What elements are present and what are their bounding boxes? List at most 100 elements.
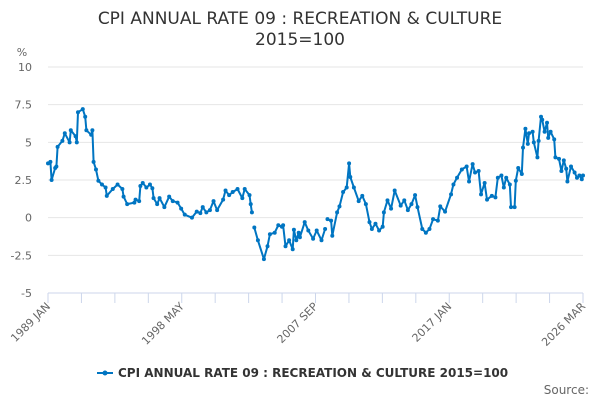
data-point (409, 202, 414, 207)
data-point (144, 185, 149, 190)
data-point (281, 223, 286, 228)
data-point (438, 204, 443, 209)
data-point (385, 198, 390, 203)
data-point (539, 114, 544, 119)
data-point (319, 238, 324, 243)
data-point (476, 168, 481, 173)
data-point (99, 182, 104, 187)
x-tick-label: 2007 SEP (275, 300, 321, 346)
data-point (435, 218, 440, 223)
data-point (548, 129, 553, 134)
data-point (546, 135, 551, 140)
data-point (155, 202, 160, 207)
data-point (470, 162, 475, 167)
data-point (413, 193, 418, 198)
data-point (115, 182, 120, 187)
data-point (455, 175, 460, 180)
data-point (265, 244, 270, 249)
data-point (467, 179, 472, 184)
data-point (323, 226, 328, 231)
data-point (294, 238, 299, 243)
data-point (248, 202, 253, 207)
data-point (227, 193, 232, 198)
data-point (255, 238, 260, 243)
data-point (485, 197, 490, 202)
data-point (211, 199, 216, 204)
data-point (55, 144, 60, 149)
x-tick-label: 2026 MAR (539, 300, 588, 349)
x-tick-label: 1998 MAY (139, 300, 187, 348)
y-tick-label: 10 (18, 61, 32, 74)
data-point (337, 204, 342, 209)
data-point (151, 196, 156, 201)
data-point (369, 226, 374, 231)
y-tick-label: 7.5 (15, 99, 33, 112)
data-point (302, 220, 307, 225)
data-point (427, 226, 432, 231)
data-point (267, 232, 272, 237)
data-point (473, 170, 478, 175)
data-point (565, 179, 570, 184)
data-point (49, 178, 54, 182)
y-tick-label: 0 (25, 212, 32, 225)
data-point (75, 110, 80, 115)
data-point (482, 181, 487, 186)
data-point (290, 247, 295, 252)
data-point (157, 196, 162, 201)
data-point (516, 165, 521, 170)
data-point (523, 126, 528, 131)
data-point (559, 168, 564, 173)
source-label: Source: (544, 383, 589, 397)
data-point (132, 200, 137, 205)
data-point (204, 210, 209, 215)
data-point (247, 193, 252, 198)
data-point (182, 212, 187, 217)
data-point (402, 198, 407, 203)
data-point (572, 170, 577, 175)
data-point (179, 206, 184, 211)
data-point (230, 190, 235, 195)
legend-item[interactable]: CPI ANNUAL RATE 09 : RECREATION & CULTUR… (97, 366, 508, 380)
data-point (415, 205, 420, 210)
y-tick-label: 2.5 (15, 174, 33, 187)
data-point (479, 192, 484, 197)
data-point (431, 217, 436, 222)
data-point (296, 230, 301, 235)
series-group (46, 107, 585, 262)
data-point (283, 244, 288, 249)
data-point (504, 175, 509, 180)
data-point (137, 199, 142, 204)
data-point (48, 159, 53, 164)
data-point (306, 228, 311, 233)
data-point (527, 131, 532, 136)
data-point (150, 186, 155, 191)
data-point (536, 138, 541, 143)
data-point (170, 199, 175, 204)
data-point (200, 205, 205, 210)
data-point (569, 164, 574, 169)
data-point (557, 156, 562, 161)
data-point (252, 225, 257, 230)
data-point (162, 205, 167, 210)
data-point (120, 187, 125, 192)
data-point (198, 211, 203, 216)
data-point (493, 195, 498, 200)
data-point (335, 210, 340, 215)
data-point (242, 187, 247, 192)
data-point (347, 161, 352, 166)
data-point (121, 194, 126, 199)
data-point (513, 178, 518, 183)
data-point (363, 202, 368, 207)
data-point (356, 199, 361, 204)
data-point (297, 235, 302, 240)
data-point (330, 233, 335, 238)
data-point (133, 197, 138, 202)
data-point (91, 159, 96, 164)
data-point (60, 138, 65, 143)
data-point (341, 190, 346, 195)
gridlines (48, 66, 583, 256)
y-tick-label: -5 (21, 287, 32, 300)
data-point (276, 223, 281, 228)
data-point (74, 140, 79, 145)
